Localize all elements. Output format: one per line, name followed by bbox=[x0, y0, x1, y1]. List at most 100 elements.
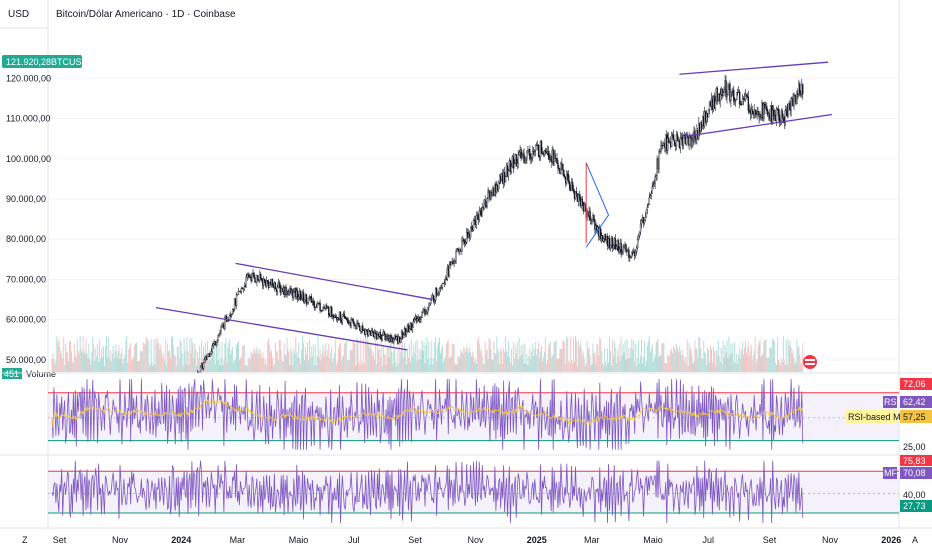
candle-body bbox=[408, 328, 411, 332]
candle-body bbox=[547, 151, 549, 156]
volume-bar bbox=[361, 361, 363, 372]
candle-body bbox=[248, 275, 250, 278]
flag-icon[interactable] bbox=[803, 355, 817, 369]
candle-body bbox=[313, 300, 315, 308]
volume-bar bbox=[117, 351, 119, 372]
volume-bar bbox=[434, 342, 436, 372]
candle-body bbox=[504, 176, 507, 183]
volume-bar bbox=[354, 343, 356, 372]
volume-bar bbox=[77, 351, 79, 372]
volume-bar bbox=[447, 339, 449, 372]
volume-bar bbox=[577, 341, 579, 372]
volume-bar bbox=[113, 358, 115, 372]
trendline[interactable] bbox=[235, 262, 433, 301]
volume-bar bbox=[160, 344, 162, 372]
rsi-pane[interactable] bbox=[48, 379, 899, 450]
volume-bar bbox=[571, 359, 573, 372]
zoom-button[interactable]: Z bbox=[22, 535, 28, 545]
volume-bar bbox=[659, 355, 661, 372]
candle-body bbox=[741, 98, 744, 105]
candle-body bbox=[727, 85, 729, 95]
candle-body bbox=[685, 134, 687, 145]
volume-bar bbox=[512, 341, 514, 372]
trendline[interactable] bbox=[683, 113, 832, 138]
volume-bar bbox=[273, 364, 275, 372]
candle-body bbox=[350, 318, 352, 326]
volume-bar bbox=[359, 364, 361, 372]
volume-bar bbox=[430, 357, 432, 372]
mf-pane[interactable] bbox=[48, 460, 899, 524]
candle-body bbox=[643, 219, 646, 224]
volume-bar bbox=[401, 336, 403, 372]
volume-bar bbox=[124, 354, 126, 372]
volume-bar bbox=[53, 358, 55, 372]
volume-bar bbox=[371, 349, 373, 372]
price-axis[interactable]: 50.000,00 60.000,00 70.000,00 80.000,00 90.0… bbox=[6, 73, 51, 365]
candle-body bbox=[451, 261, 453, 263]
volume-bar bbox=[619, 360, 621, 372]
volume-bar bbox=[396, 365, 398, 372]
volume-bar bbox=[612, 355, 614, 372]
volume-bar bbox=[451, 344, 453, 372]
volume-bar bbox=[327, 349, 329, 372]
volume-bar bbox=[95, 348, 97, 372]
volume-bar bbox=[462, 353, 464, 372]
volume-bar bbox=[514, 346, 516, 372]
candle-body bbox=[531, 157, 533, 159]
volume-bar bbox=[720, 347, 722, 372]
volume-bar bbox=[778, 362, 780, 372]
price-tick-label: 90.000,00 bbox=[6, 194, 46, 204]
volume-bar bbox=[322, 344, 324, 372]
candle-body bbox=[358, 323, 360, 328]
candle-body bbox=[721, 88, 723, 96]
volume-bar bbox=[290, 348, 292, 372]
volume-bar bbox=[740, 358, 742, 372]
volume-bar bbox=[468, 353, 470, 372]
volume-bar bbox=[639, 363, 641, 372]
volume-bar bbox=[567, 338, 569, 372]
volume-bar bbox=[315, 364, 317, 372]
volume-bar bbox=[736, 353, 738, 372]
volume-bar bbox=[589, 355, 591, 372]
volume-bar bbox=[531, 351, 533, 372]
candle-body bbox=[631, 252, 633, 257]
volume-bar bbox=[366, 341, 368, 372]
symbol-title[interactable]: Bitcoin/Dólar Americano · 1D · Coinbase bbox=[56, 9, 236, 20]
candle-body bbox=[518, 152, 520, 156]
volume-bar bbox=[526, 354, 528, 372]
volume-bar bbox=[582, 351, 584, 372]
volume-bar bbox=[251, 352, 253, 372]
volume-bar bbox=[688, 342, 690, 372]
time-axis[interactable]: Set Nov 2024 Mar Maio Jul Set Nov 2025 Mar Maio Jul… bbox=[53, 535, 901, 545]
rsi-ma-value: 57,25 bbox=[903, 412, 926, 422]
volume-bar bbox=[178, 358, 180, 372]
volume-bar bbox=[674, 347, 676, 372]
volume-bar bbox=[177, 347, 179, 372]
trendline[interactable] bbox=[155, 306, 408, 351]
currency-label[interactable]: USD bbox=[8, 9, 29, 20]
candle-body bbox=[729, 83, 731, 102]
volume-bar bbox=[209, 360, 211, 372]
candle-body bbox=[465, 242, 467, 245]
candle-body bbox=[370, 330, 373, 336]
candle-body bbox=[274, 282, 277, 290]
volume-bar bbox=[558, 358, 560, 372]
candle-body bbox=[431, 297, 433, 299]
trendline[interactable] bbox=[679, 61, 829, 75]
volume-bar bbox=[369, 347, 371, 372]
volume-bar bbox=[299, 358, 301, 372]
auto-scale-button[interactable]: A bbox=[912, 535, 918, 545]
candle-body bbox=[512, 156, 515, 169]
volume-bar bbox=[631, 338, 633, 372]
volume-bar bbox=[90, 365, 92, 372]
candle-body bbox=[443, 282, 446, 284]
volume-bar bbox=[455, 364, 457, 372]
volume-bar bbox=[599, 337, 601, 372]
volume-bar bbox=[196, 365, 198, 372]
candle-body bbox=[757, 111, 759, 115]
candle-body bbox=[507, 170, 510, 177]
volume-bar bbox=[787, 339, 789, 372]
candle-body bbox=[796, 92, 798, 104]
triangle-drawing[interactable] bbox=[585, 162, 610, 248]
